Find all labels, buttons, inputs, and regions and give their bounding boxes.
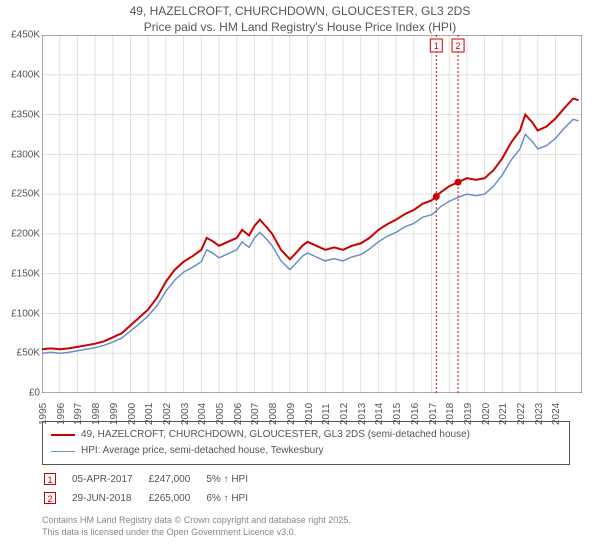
legend-swatch-2 [51,451,75,452]
x-tick-label: 2012 [339,403,350,425]
x-tick-label: 2010 [304,403,315,425]
x-tick-label: 1995 [38,403,49,425]
svg-text:1: 1 [434,41,439,51]
y-tick-label: £100K [0,308,40,319]
marker-table: 1 05-APR-2017£247,0005% ↑ HPI 2 29-JUN-2018… [42,469,264,509]
x-tick-label: 2023 [534,403,545,425]
svg-text:2: 2 [456,41,461,51]
y-tick-label: £150K [0,268,40,279]
y-tick-label: £50K [0,348,40,359]
marker-delta: 5% ↑ HPI [206,471,262,488]
marker-date: 05-APR-2017 [72,471,147,488]
x-tick-label: 2003 [180,403,191,425]
x-tick-label: 2006 [233,403,244,425]
y-tick-label: £0 [0,388,40,399]
x-tick-label: 2021 [498,403,509,425]
x-tick-label: 2015 [392,403,403,425]
x-tick-label: 2007 [250,403,261,425]
x-tick-label: 2009 [286,403,297,425]
chart-svg: 12 [42,35,582,393]
x-tick-label: 2004 [197,403,208,425]
y-tick-label: £300K [0,149,40,160]
marker-delta: 6% ↑ HPI [206,490,262,507]
footer-line1: Contains HM Land Registry data © Crown c… [42,515,570,527]
footer-line2: This data is licensed under the Open Gov… [42,527,570,539]
marker-row: 2 29-JUN-2018£265,0006% ↑ HPI [44,490,262,507]
x-tick-label: 1998 [91,403,102,425]
x-tick-label: 2024 [551,403,562,425]
x-tick-label: 2016 [410,403,421,425]
title-line2: Price paid vs. HM Land Registry's House … [0,20,600,36]
marker-price: £247,000 [149,471,205,488]
x-tick-label: 2005 [215,403,226,425]
legend-swatch-1 [51,434,75,436]
legend: 49, HAZELCROFT, CHURCHDOWN, GLOUCESTER, … [42,421,570,465]
y-tick-label: £400K [0,69,40,80]
legend-label-1: 49, HAZELCROFT, CHURCHDOWN, GLOUCESTER, … [81,427,470,443]
y-tick-label: £250K [0,189,40,200]
x-tick-label: 2001 [144,403,155,425]
y-tick-label: £200K [0,229,40,240]
x-tick-label: 2017 [428,403,439,425]
chart-title: 49, HAZELCROFT, CHURCHDOWN, GLOUCESTER, … [0,0,600,35]
x-tick-label: 2008 [268,403,279,425]
x-tick-label: 2002 [162,403,173,425]
marker-price: £265,000 [149,490,205,507]
x-tick-label: 2019 [463,403,474,425]
x-tick-label: 2013 [357,403,368,425]
footer: Contains HM Land Registry data © Crown c… [42,515,570,538]
x-tick-label: 2011 [321,404,332,426]
x-tick-label: 2022 [516,403,527,425]
marker-index-box: 2 [44,492,56,504]
marker-index-box: 1 [44,473,56,485]
title-line1: 49, HAZELCROFT, CHURCHDOWN, GLOUCESTER, … [0,4,600,20]
x-tick-label: 1996 [56,403,67,425]
legend-row-2: HPI: Average price, semi-detached house,… [51,443,561,459]
x-tick-label: 2000 [127,403,138,425]
x-tick-label: 2014 [374,403,385,425]
x-tick-label: 2018 [445,403,456,425]
marker-row: 1 05-APR-2017£247,0005% ↑ HPI [44,471,262,488]
x-tick-label: 2020 [481,403,492,425]
legend-label-2: HPI: Average price, semi-detached house,… [81,443,324,459]
chart-area: 12 £0£50K£100K£150K£200K£250K£300K£350K£… [0,35,600,415]
x-tick-label: 1997 [73,403,84,425]
legend-row-1: 49, HAZELCROFT, CHURCHDOWN, GLOUCESTER, … [51,427,561,443]
x-tick-label: 1999 [109,403,120,425]
y-tick-label: £350K [0,109,40,120]
marker-date: 29-JUN-2018 [72,490,147,507]
y-tick-label: £450K [0,30,40,41]
